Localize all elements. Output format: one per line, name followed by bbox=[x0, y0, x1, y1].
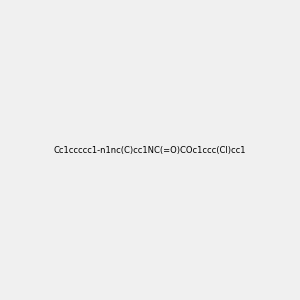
Text: Cc1ccccc1-n1nc(C)cc1NC(=O)COc1ccc(Cl)cc1: Cc1ccccc1-n1nc(C)cc1NC(=O)COc1ccc(Cl)cc1 bbox=[54, 146, 246, 154]
